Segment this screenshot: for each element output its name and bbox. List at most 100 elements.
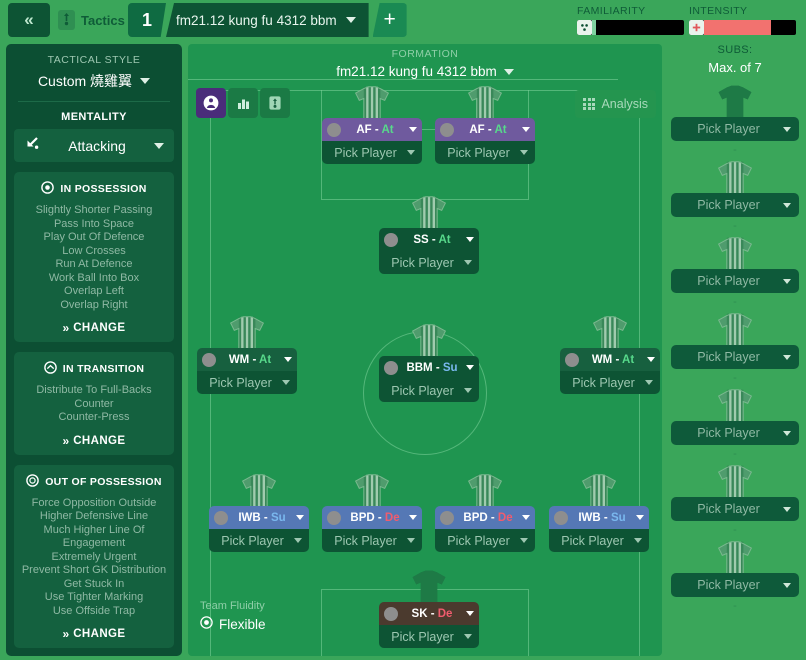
sub-slot-1: Pick Player - bbox=[668, 85, 802, 156]
player-slot-bpd-7: BPD - De Pick Player bbox=[322, 474, 422, 552]
player-position-dot bbox=[202, 352, 216, 367]
chevron-down-icon bbox=[647, 357, 655, 362]
change-label: CHANGE bbox=[73, 322, 126, 334]
tactical-style-selector[interactable]: Custom 燒雞翼 bbox=[14, 71, 174, 91]
mentality-value: Attacking bbox=[68, 137, 126, 154]
list-item: Counter bbox=[74, 397, 114, 410]
mentality-selector[interactable]: Attacking bbox=[14, 129, 174, 162]
player-name-selector[interactable]: Pick Player bbox=[435, 141, 535, 164]
player-role-selector[interactable]: BPD - De bbox=[322, 506, 422, 529]
player-position-dot bbox=[327, 122, 341, 137]
player-name-selector[interactable]: Pick Player bbox=[322, 141, 422, 164]
in-possession-panel: IN POSSESSION Slightly Shorter Passing P… bbox=[14, 172, 174, 342]
chevron-down-icon bbox=[636, 515, 644, 520]
player-name-selector[interactable]: Pick Player bbox=[560, 371, 660, 394]
player-name-selector[interactable]: Pick Player bbox=[435, 529, 535, 552]
in-transition-change-button[interactable]: » CHANGE bbox=[20, 434, 168, 448]
subs-title: SUBS: bbox=[717, 44, 753, 56]
list-item: Distribute To Full-Backs bbox=[36, 384, 152, 396]
in-possession-header: IN POSSESSION bbox=[20, 181, 168, 197]
transition-icon bbox=[43, 361, 57, 377]
shirt-icon bbox=[352, 472, 392, 517]
shirt-icon bbox=[590, 314, 630, 359]
in-possession-list: Slightly Shorter Passing Pass Into Space… bbox=[20, 204, 168, 312]
tactics-icon bbox=[58, 10, 75, 30]
familiarity-label: FAMILIARITY bbox=[577, 5, 646, 17]
sub-player-selector[interactable]: Pick Player bbox=[671, 573, 799, 597]
player-name-selector[interactable]: Pick Player bbox=[379, 251, 479, 274]
team-fluidity-value-row: Flexible bbox=[200, 616, 266, 632]
chevron-down-icon bbox=[520, 538, 528, 543]
list-item: Work Ball Into Box bbox=[48, 271, 140, 284]
player-role-selector[interactable]: SK - De bbox=[379, 602, 479, 625]
possession-icon bbox=[41, 181, 55, 197]
in-possession-title: IN POSSESSION bbox=[60, 183, 147, 195]
player-name-selector[interactable]: Pick Player bbox=[209, 529, 309, 552]
change-label: CHANGE bbox=[73, 434, 126, 447]
familiarity-meter: FAMILIARITY bbox=[577, 5, 684, 35]
player-name-selector[interactable]: Pick Player bbox=[322, 529, 422, 552]
sub-player-selector[interactable]: Pick Player bbox=[671, 421, 799, 445]
list-item: Overlap Right bbox=[60, 298, 128, 311]
team-fluidity[interactable]: Team Fluidity Flexible bbox=[200, 600, 266, 632]
chevron-down-icon bbox=[464, 634, 472, 639]
add-tactic-button[interactable]: + bbox=[372, 3, 407, 37]
shirt-icon bbox=[715, 311, 755, 356]
player-role-selector[interactable]: SS - At bbox=[379, 228, 479, 251]
sub-role-placeholder: - bbox=[733, 448, 737, 460]
sub-player-selector[interactable]: Pick Player bbox=[671, 193, 799, 217]
player-role-selector[interactable]: BPD - De bbox=[435, 506, 535, 529]
sub-player-selector[interactable]: Pick Player bbox=[671, 117, 799, 141]
player-role-selector[interactable]: IWB - Su bbox=[549, 506, 649, 529]
player-name-selector[interactable]: Pick Player bbox=[549, 529, 649, 552]
double-chevron-icon: » bbox=[62, 433, 70, 448]
player-name-label: Pick Player bbox=[447, 145, 510, 160]
chevron-down-icon bbox=[783, 582, 791, 588]
player-name-label: Pick Player bbox=[391, 255, 454, 270]
chevron-down-icon bbox=[282, 380, 290, 385]
in-transition-panel: IN TRANSITION Distribute To Full-Backs C… bbox=[14, 352, 174, 455]
player-name-selector[interactable]: Pick Player bbox=[379, 379, 479, 402]
sub-player-selector[interactable]: Pick Player bbox=[671, 497, 799, 521]
sub-role-placeholder: - bbox=[733, 524, 737, 536]
player-name-selector[interactable]: Pick Player bbox=[197, 371, 297, 394]
tactic-selector[interactable]: fm21.12 kung fu 4312 bbm bbox=[166, 3, 369, 37]
sub-player-name: Pick Player bbox=[697, 502, 760, 516]
player-view-icon[interactable] bbox=[196, 88, 226, 118]
subs-list: Pick Player - Pick Player - Pick Player - Pick… bbox=[668, 85, 802, 612]
player-slot-bbm-4: BBM - Su Pick Player bbox=[379, 324, 479, 402]
formation-selector[interactable]: fm21.12 kung fu 4312 bbm bbox=[188, 64, 662, 79]
top-bar: « Tactics 1 fm21.12 kung fu 4312 bbm + F… bbox=[0, 0, 806, 40]
chevron-down-icon bbox=[783, 278, 791, 284]
analysis-button[interactable]: Analysis bbox=[575, 90, 656, 118]
player-name-label: Pick Player bbox=[334, 533, 397, 548]
shirt-icon bbox=[239, 472, 279, 517]
in-possession-change-button[interactable]: » CHANGE bbox=[20, 321, 168, 335]
player-role-selector[interactable]: AF - At bbox=[435, 118, 535, 141]
back-button[interactable]: « bbox=[8, 3, 50, 37]
player-role-selector[interactable]: IWB - Su bbox=[209, 506, 309, 529]
player-role-selector[interactable]: AF - At bbox=[322, 118, 422, 141]
double-chevron-icon: » bbox=[62, 627, 70, 641]
out-of-possession-change-button[interactable]: » CHANGE bbox=[20, 627, 168, 641]
tactics-nav-item[interactable]: Tactics bbox=[58, 4, 125, 36]
player-name-label: Pick Player bbox=[561, 533, 624, 548]
player-name-selector[interactable]: Pick Player bbox=[379, 625, 479, 648]
chevron-down-icon bbox=[294, 538, 302, 543]
in-transition-header: IN TRANSITION bbox=[20, 361, 168, 377]
chevron-down-icon bbox=[284, 357, 292, 362]
shirt-icon bbox=[715, 159, 755, 204]
sub-player-selector[interactable]: Pick Player bbox=[671, 269, 799, 293]
sub-slot-5: Pick Player - bbox=[668, 389, 802, 460]
mentality-arrow-icon bbox=[24, 135, 40, 156]
tactic-number-badge[interactable]: 1 bbox=[128, 3, 166, 37]
player-role-selector[interactable]: BBM - Su bbox=[379, 356, 479, 379]
player-role-selector[interactable]: WM - At bbox=[197, 348, 297, 371]
player-position-dot bbox=[554, 510, 568, 525]
sub-slot-4: Pick Player - bbox=[668, 313, 802, 384]
intensity-fill bbox=[704, 20, 771, 35]
stats-bar-icon[interactable] bbox=[228, 88, 258, 118]
sub-player-selector[interactable]: Pick Player bbox=[671, 345, 799, 369]
swap-players-icon[interactable] bbox=[260, 88, 290, 118]
player-role-selector[interactable]: WM - At bbox=[560, 348, 660, 371]
